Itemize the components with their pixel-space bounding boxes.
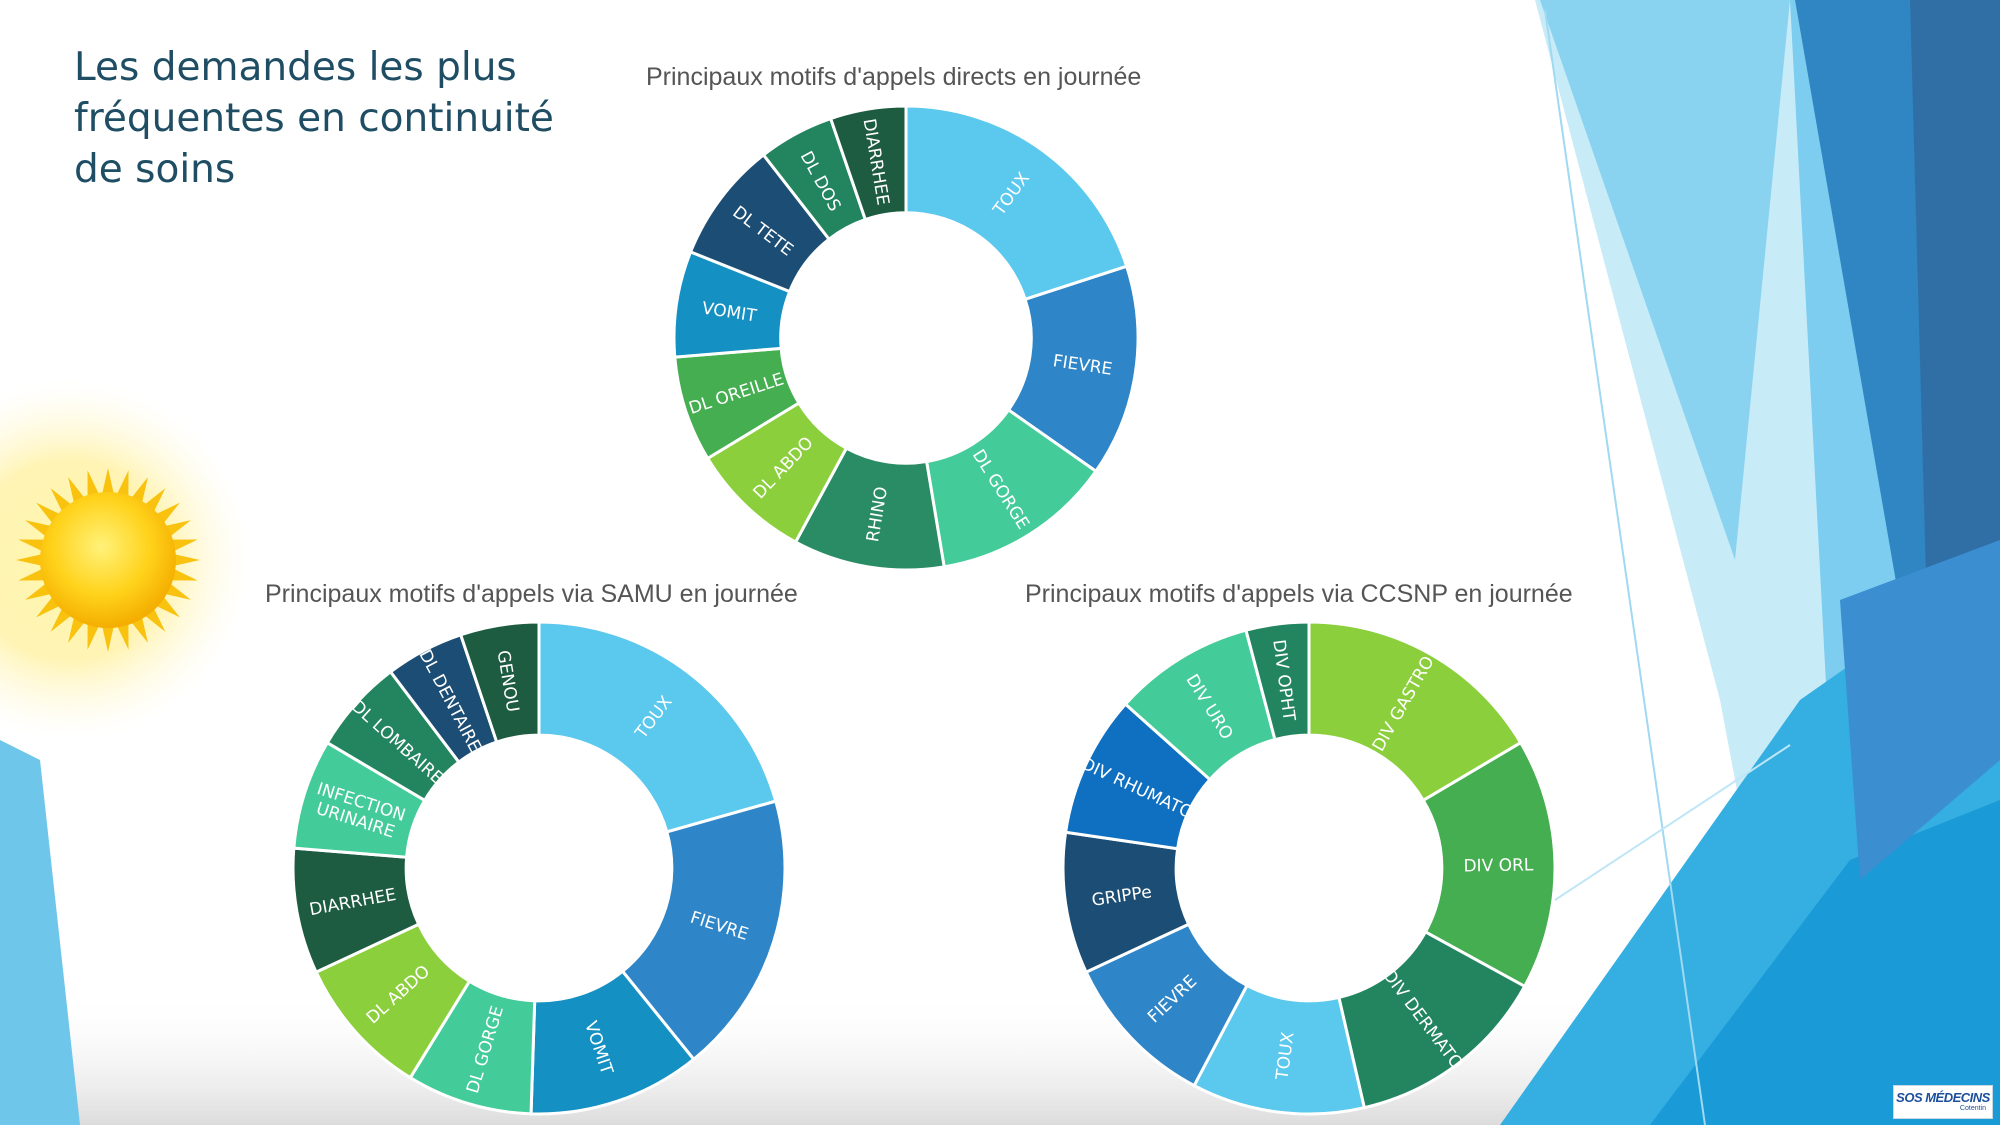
sun-ray <box>116 622 129 650</box>
sos-medecins-logo: SOS MÉDECINS Cotentin <box>1893 1085 1993 1119</box>
sun-ray <box>170 568 198 581</box>
donut-segment <box>1421 740 1557 989</box>
sun-ray <box>87 470 100 498</box>
right-line-1 <box>1544 9 1706 1125</box>
sun-ray <box>173 554 200 566</box>
sun-ray <box>102 625 114 652</box>
sun-ray <box>164 583 191 600</box>
sun-ray <box>16 554 43 566</box>
donut-segment <box>1307 620 1523 803</box>
sun-ray <box>131 477 148 504</box>
right-panel-6 <box>1650 800 2000 1125</box>
segment-label: DIV ORL <box>1463 855 1534 876</box>
sun-ray <box>102 468 114 495</box>
sun-ray <box>116 470 129 498</box>
donut-segment <box>537 620 778 834</box>
sun-core <box>40 492 176 628</box>
chart-title-direct: Principaux motifs d'appels directs en jo… <box>646 63 1142 91</box>
donut-segment <box>458 620 541 744</box>
donut-segment <box>828 104 908 222</box>
sun-ray <box>164 520 191 537</box>
sun-ray <box>18 539 46 552</box>
left-blue-shape <box>0 740 80 1125</box>
right-line-2 <box>1554 744 1791 901</box>
sun-ray <box>25 583 52 600</box>
sun-ray <box>25 520 52 537</box>
sun-ray <box>68 477 85 504</box>
chart-title-samu: Principaux motifs d'appels via SAMU en j… <box>265 580 798 608</box>
donut-segment <box>620 799 787 1062</box>
donut-segment <box>1244 620 1311 742</box>
right-panel-7 <box>1840 540 2000 880</box>
chart-title-ccsnp: Principaux motifs d'appels via CCSNP en … <box>1025 580 1573 608</box>
sun-ray <box>18 568 46 581</box>
slide-title: Les demandes les plus fréquentes en cont… <box>74 45 554 192</box>
logo-subtext: Cotentin <box>1959 1105 1986 1112</box>
sun-ray <box>87 622 100 650</box>
sun-ray <box>68 616 85 643</box>
right-panel-1 <box>1540 0 1790 560</box>
sun-ray <box>131 616 148 643</box>
right-panel-4 <box>1910 0 2000 720</box>
sun-ray <box>170 539 198 552</box>
donut-segment <box>904 104 1129 302</box>
logo-text: SOS MÉDECINS <box>1896 1090 1990 1105</box>
